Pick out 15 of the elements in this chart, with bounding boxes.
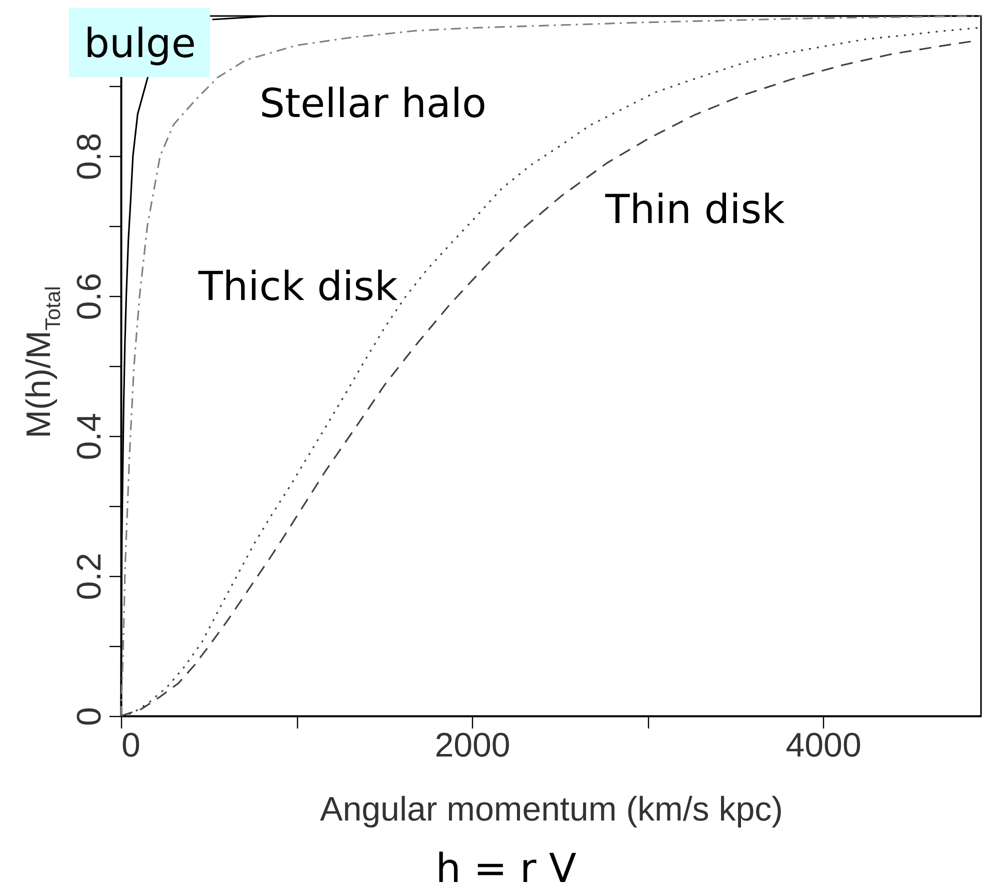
y-axis-title: M(h)/MTotal bbox=[20, 286, 65, 438]
series-label: Stellar halo bbox=[259, 81, 487, 127]
y-tick-label: 0.6 bbox=[70, 272, 108, 320]
y-tick-label: 0.2 bbox=[70, 552, 108, 600]
series-label: Thick disk bbox=[197, 264, 398, 310]
x-tick-label: 4000 bbox=[786, 726, 862, 764]
y-tick-label: 0.8 bbox=[70, 132, 108, 180]
y-tick-label: 0 bbox=[70, 707, 108, 726]
series-label: bulge bbox=[84, 21, 196, 67]
x-tick-label: 0 bbox=[122, 726, 140, 764]
y-tick-label: 0.4 bbox=[70, 412, 108, 460]
text: h = r V bbox=[436, 846, 578, 892]
x-tick-label: 2000 bbox=[434, 726, 510, 764]
x-axis-title: Angular momentum (km/s kpc) bbox=[320, 790, 783, 828]
series-label: Thin disk bbox=[604, 187, 786, 233]
